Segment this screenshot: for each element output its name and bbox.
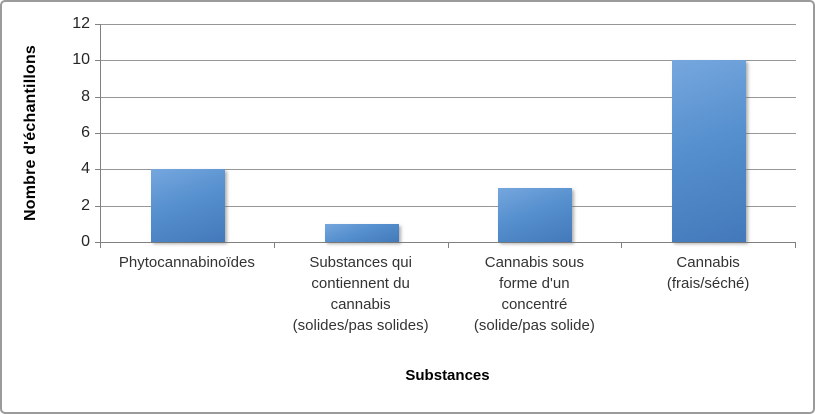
y-tick-mark [95, 60, 100, 62]
y-tick-label: 12 [72, 15, 90, 32]
y-tick-mark [95, 133, 100, 134]
x-tick-mark [447, 243, 449, 248]
category-label: Phytocannabinoïdes [118, 254, 255, 271]
gridline [101, 205, 796, 207]
y-tick-label: 4 [81, 160, 90, 178]
category-label: Cannabis (frais/séché) [666, 254, 750, 292]
y-tick-mark [95, 205, 100, 207]
x-tick-mark [621, 243, 623, 248]
category-label: Substances qui contiennent du cannabis (… [292, 254, 429, 334]
gridline [101, 133, 796, 134]
bar [498, 187, 573, 242]
plot-area [100, 24, 796, 243]
y-tick-label: 6 [81, 124, 90, 141]
category-labels-row: Phytocannabinoïdes Substances qui contien… [100, 252, 795, 336]
y-tick-label: 8 [81, 87, 90, 105]
x-tick-mark [795, 243, 796, 248]
y-tick-mark [95, 169, 100, 171]
gridline [101, 24, 796, 25]
y-tick-label: 2 [81, 196, 90, 214]
x-axis-title: Substances [405, 367, 490, 384]
gridline [101, 96, 796, 98]
bar [324, 223, 399, 242]
y-tick-label: 0 [81, 233, 90, 250]
x-tick-mark [273, 243, 275, 248]
y-tick-mark [95, 24, 100, 25]
y-tick-mark [95, 96, 100, 98]
bar [672, 60, 747, 242]
category-label: Cannabis sous forme d'un concentré (soli… [473, 254, 595, 334]
y-tick-mark [95, 242, 100, 243]
gridline [101, 60, 796, 62]
y-tick-label: 10 [72, 51, 90, 69]
x-tick-mark [100, 243, 101, 248]
gridline [101, 169, 796, 171]
bar [150, 169, 225, 242]
